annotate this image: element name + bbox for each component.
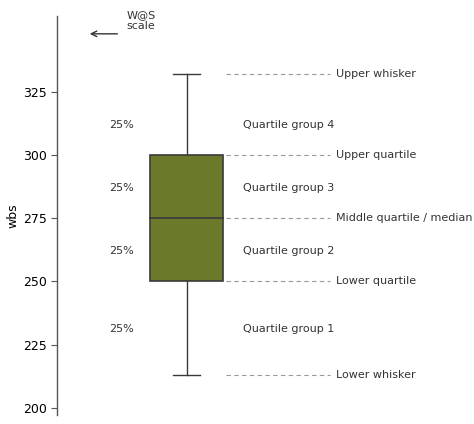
Text: 25%: 25% — [109, 120, 134, 130]
Text: Quartile group 3: Quartile group 3 — [243, 183, 334, 193]
Text: Upper quartile: Upper quartile — [336, 150, 417, 160]
Text: Upper whisker: Upper whisker — [336, 69, 416, 79]
Text: Middle quartile / median: Middle quartile / median — [336, 213, 473, 223]
Text: Quartile group 1: Quartile group 1 — [243, 324, 334, 335]
Y-axis label: wbs: wbs — [7, 204, 20, 228]
Text: Lower quartile: Lower quartile — [336, 276, 416, 286]
Bar — [150, 155, 223, 282]
Text: Lower whisker: Lower whisker — [336, 370, 416, 380]
Text: 25%: 25% — [109, 246, 134, 256]
Text: 25%: 25% — [109, 183, 134, 193]
Text: Quartile group 2: Quartile group 2 — [243, 246, 335, 256]
Text: 25%: 25% — [109, 324, 134, 335]
Text: Quartile group 4: Quartile group 4 — [243, 120, 335, 130]
Text: W@S
scale: W@S scale — [127, 10, 156, 31]
